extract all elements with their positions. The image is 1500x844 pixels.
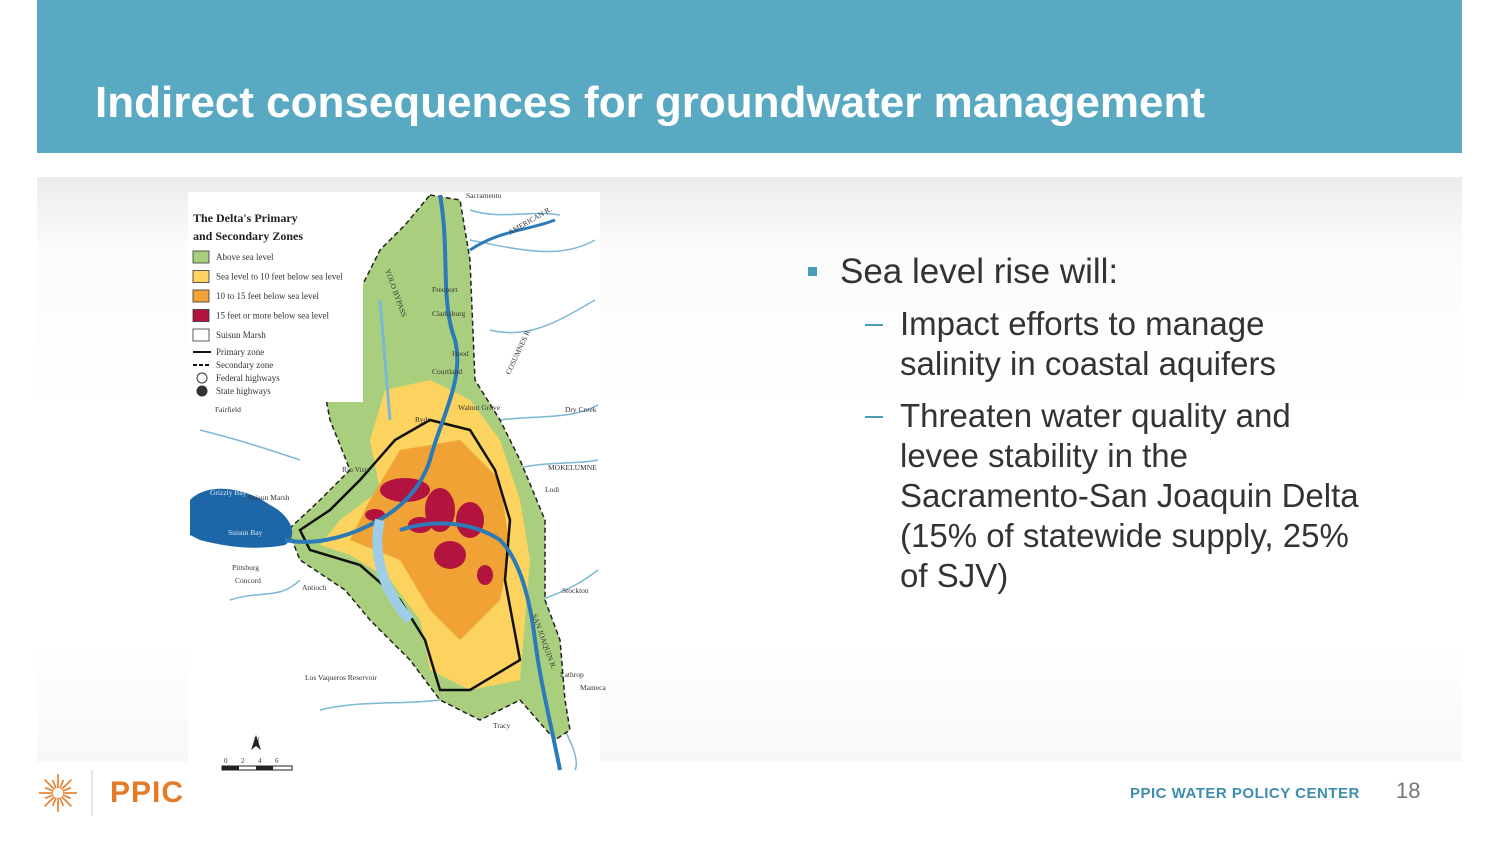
legend-title: The Delta's Primary <box>193 211 298 225</box>
scale-label: 2 <box>241 757 245 765</box>
legend-box <box>188 192 363 402</box>
creeks <box>199 209 599 771</box>
header-band <box>37 0 1462 153</box>
place-label: Lodi <box>545 485 559 494</box>
legend-label: Suisun Marsh <box>216 330 266 340</box>
legend-label: Sea level to 10 feet below sea level <box>216 272 343 282</box>
slide-title: Indirect consequences for groundwater ma… <box>95 78 1206 127</box>
scale-label: 4 <box>258 757 262 765</box>
scale-label: 0 <box>224 757 228 765</box>
place-label: MOKELUMNE <box>548 463 597 472</box>
place-label: Lathrop <box>560 670 584 679</box>
primary-zone <box>298 418 522 692</box>
place-label: Ryde <box>415 415 431 424</box>
suisun-bay <box>190 488 293 548</box>
bullet: Sea level rise will: <box>805 252 1370 292</box>
page-number: 18 <box>1396 778 1421 803</box>
sub-bullet-marker <box>865 324 883 326</box>
place-label: Rio Vista <box>342 465 371 474</box>
scale-bar: 0 2 4 6 <box>221 735 293 771</box>
place-label: Dry Creek <box>565 405 597 414</box>
legend-swatch <box>192 250 210 264</box>
bullet-text: Sea level rise will: <box>840 252 1119 291</box>
legend-label: Secondary zone <box>216 360 273 370</box>
sun-ray <box>43 795 56 808</box>
sun-ray <box>44 794 54 800</box>
legend-swatch <box>192 289 210 303</box>
place-label: Antioch <box>302 583 326 592</box>
scale-label: 6 <box>275 757 279 765</box>
legend-label: State highways <box>216 386 271 396</box>
sun-ray <box>62 794 72 800</box>
legend-swatch <box>192 328 210 342</box>
place-label: Hood <box>452 349 469 358</box>
sun-ray <box>43 778 56 791</box>
place-label: Concord <box>235 576 261 585</box>
place-label: Los Vaqueros Reservoir <box>305 673 377 682</box>
sun-ray <box>60 778 73 791</box>
place-label: Sacramento <box>466 191 502 200</box>
place-label: Stockton <box>562 586 589 595</box>
logo-icon <box>39 774 77 812</box>
place-label: Fairfield <box>215 405 241 414</box>
logo-text: PPIC <box>110 776 185 809</box>
sub-bullet-marker <box>865 416 883 418</box>
legend-icon <box>196 372 208 384</box>
sun-ray <box>44 786 54 792</box>
place-label: Tracy <box>493 721 510 730</box>
bullet-list: Sea level rise will: Impact efforts to ma… <box>805 252 1370 608</box>
place-label: Grizzly Bay <box>210 488 247 497</box>
legend-label: Primary zone <box>216 347 264 357</box>
sun-ray <box>59 779 65 789</box>
legend-label: 15 feet or more below sea level <box>216 311 329 321</box>
sun-ray <box>60 795 73 808</box>
sun-ray <box>59 797 65 807</box>
footer-center: PPIC WATER POLICY CENTER <box>1130 785 1360 802</box>
place-label: Freeport <box>432 285 458 294</box>
place-label: Walnut Grove <box>458 403 501 412</box>
legend-title: and Secondary Zones <box>193 229 303 243</box>
place-label: Manteca <box>580 683 606 692</box>
sub-bullet-text: Threaten water quality and levee stabili… <box>900 397 1359 594</box>
place-label: Clarksburg <box>432 309 465 318</box>
sun-ray <box>62 786 72 792</box>
legend-swatch <box>192 309 210 322</box>
bullet-marker <box>808 267 817 276</box>
zone-15-plus <box>365 478 493 585</box>
legend-label: 10 to 15 feet below sea level <box>216 291 319 301</box>
legend: Above sea level Sea level to 10 feet belo… <box>192 250 343 397</box>
sun-ray <box>51 797 57 807</box>
legend-label: Above sea level <box>216 252 274 262</box>
rivers <box>284 194 562 771</box>
place-label: Suisun Bay <box>228 528 263 537</box>
sun-ray <box>51 779 57 789</box>
sub-bullet-text: Impact efforts to manage salinity in coa… <box>900 305 1277 382</box>
sub-bullet: Impact efforts to manage salinity in coa… <box>805 304 1370 384</box>
legend-icon <box>196 385 208 397</box>
place-label: Pittsburg <box>232 563 259 572</box>
sub-bullet: Threaten water quality and levee stabili… <box>805 396 1370 596</box>
legend-swatch <box>192 270 210 283</box>
place-label: Suisun Marsh <box>248 493 290 502</box>
legend-label: Federal highways <box>216 373 280 383</box>
place-label: Courtland <box>432 367 462 376</box>
